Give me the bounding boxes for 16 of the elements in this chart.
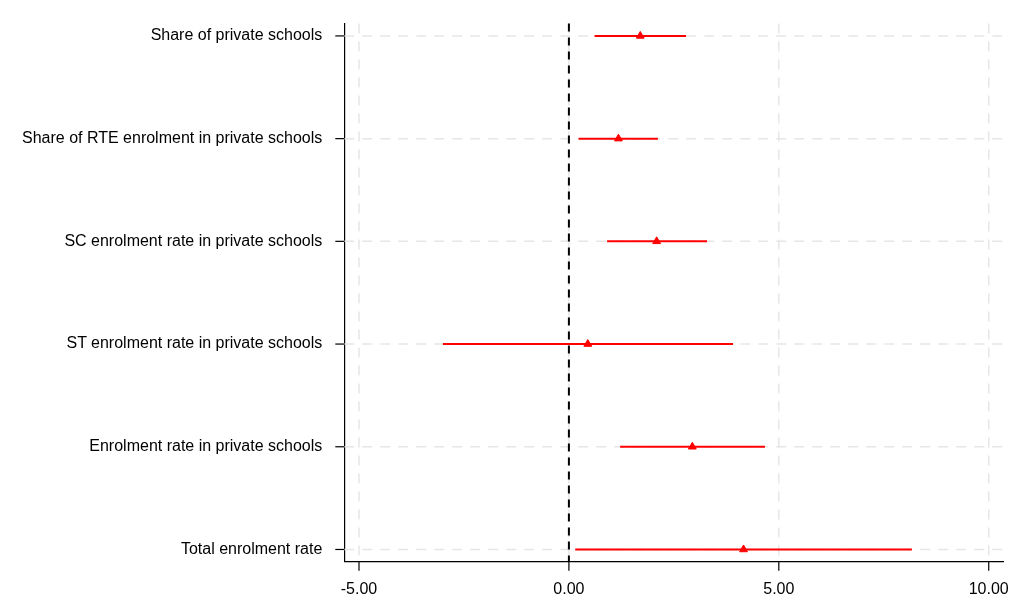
y-tick-label: Share of RTE enrolment in private schools xyxy=(22,129,323,147)
x-tick-label: 5.00 xyxy=(763,579,795,597)
point xyxy=(635,30,645,39)
y-tick-label: Share of private schools xyxy=(150,26,323,44)
point xyxy=(739,544,748,553)
point xyxy=(614,133,623,142)
y-tick-label: ST enrolment rate in private schools xyxy=(66,334,323,352)
x-tick-label: 0.00 xyxy=(553,579,585,597)
x-tick-label: 10.00 xyxy=(968,579,1009,597)
y-tick-label: Enrolment rate in private schools xyxy=(89,437,323,455)
y-tick-label: Total enrolment rate xyxy=(180,539,323,557)
point xyxy=(583,339,593,347)
x-tick-label: -5.00 xyxy=(340,579,378,597)
point xyxy=(687,441,697,450)
y-tick-label: SC enrolment rate in private schools xyxy=(64,231,323,249)
point xyxy=(652,236,662,245)
